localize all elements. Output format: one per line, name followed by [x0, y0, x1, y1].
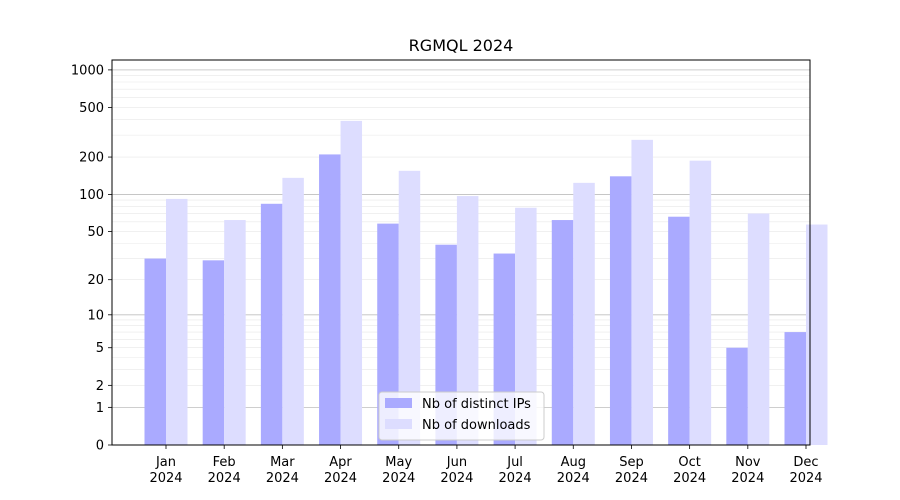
legend-label-downloads: Nb of downloads [422, 418, 531, 433]
legend-swatch-ips [385, 398, 412, 408]
x-tick-label-year: 2024 [382, 471, 415, 486]
x-tick-label-year: 2024 [324, 471, 357, 486]
bar-distinct-ips [202, 260, 225, 445]
plot-frame [111, 59, 811, 446]
x-tick-label-month: Dec [793, 455, 818, 470]
y-tick-label: 1 [96, 401, 104, 416]
bar-downloads [515, 207, 537, 445]
x-tick-label-year: 2024 [149, 471, 182, 486]
y-tick-label: 200 [79, 151, 104, 166]
y-tick-label: 2 [96, 379, 104, 394]
bar-downloads [573, 182, 595, 445]
x-tick-label-month: Oct [678, 455, 700, 470]
bar-downloads [340, 120, 363, 446]
x-tick-label-year: 2024 [499, 471, 532, 486]
bar-distinct-ips [551, 220, 574, 445]
bar-distinct-ips [319, 154, 341, 446]
bar-downloads [747, 213, 770, 445]
bar-distinct-ips [144, 258, 166, 445]
x-tick-label-month: Sep [619, 455, 644, 470]
y-tick-label: 1000 [71, 63, 104, 78]
legend-box [378, 391, 545, 441]
x-tick-label-month: Jul [506, 455, 523, 470]
bar-distinct-ips [668, 216, 690, 445]
x-tick-label-year: 2024 [440, 471, 473, 486]
x-axis: Jan2024Feb2024Mar2024Apr2024May2024Jun20… [149, 445, 823, 486]
x-tick-label-year: 2024 [673, 471, 706, 486]
x-tick-label-month: Nov [735, 455, 761, 470]
x-tick-label-month: Aug [561, 455, 586, 470]
y-tick-label: 500 [79, 101, 104, 116]
x-tick-label-year: 2024 [266, 471, 299, 486]
legend: Nb of distinct IPs Nb of downloads [378, 391, 545, 441]
bar-distinct-ips [726, 347, 748, 445]
y-tick-label: 20 [87, 273, 104, 288]
bar-downloads [456, 196, 479, 445]
x-tick-label-year: 2024 [557, 471, 590, 486]
y-axis: 0 1 2 5 10 20 50 100 200 500 1000 [71, 63, 112, 454]
y-tick-label: 10 [87, 308, 104, 323]
bar-distinct-ips [377, 223, 399, 445]
bar-downloads [689, 160, 712, 445]
x-tick-label-month: Apr [329, 455, 352, 470]
legend-swatch-downloads [385, 419, 412, 429]
x-tick-label-month: Jun [446, 455, 467, 470]
x-tick-label-month: Jan [155, 455, 176, 470]
y-tick-label: 0 [96, 439, 104, 454]
bar-distinct-ips [784, 332, 806, 445]
x-tick-label-month: May [385, 455, 412, 470]
x-tick-label-month: Mar [270, 455, 295, 470]
bar-distinct-ips [260, 203, 283, 445]
legend-label-ips: Nb of distinct IPs [422, 397, 531, 412]
bar-downloads [631, 139, 653, 446]
bar-downloads [224, 220, 246, 445]
bar-downloads [806, 224, 828, 445]
bar-distinct-ips [609, 176, 632, 445]
bar-downloads [282, 177, 304, 445]
bars [144, 120, 828, 446]
x-tick-label-year: 2024 [731, 471, 764, 486]
y-tick-label: 100 [79, 188, 104, 203]
bar-downloads [398, 170, 421, 446]
chart-title: RGMQL 2024 [409, 36, 514, 55]
x-tick-label-year: 2024 [615, 471, 648, 486]
x-tick-label-year: 2024 [208, 471, 241, 486]
y-tick-label: 5 [96, 341, 104, 356]
y-tick-label: 50 [87, 225, 104, 240]
bar-downloads [166, 198, 188, 445]
x-tick-label-month: Feb [213, 455, 236, 470]
x-tick-label-year: 2024 [789, 471, 822, 486]
